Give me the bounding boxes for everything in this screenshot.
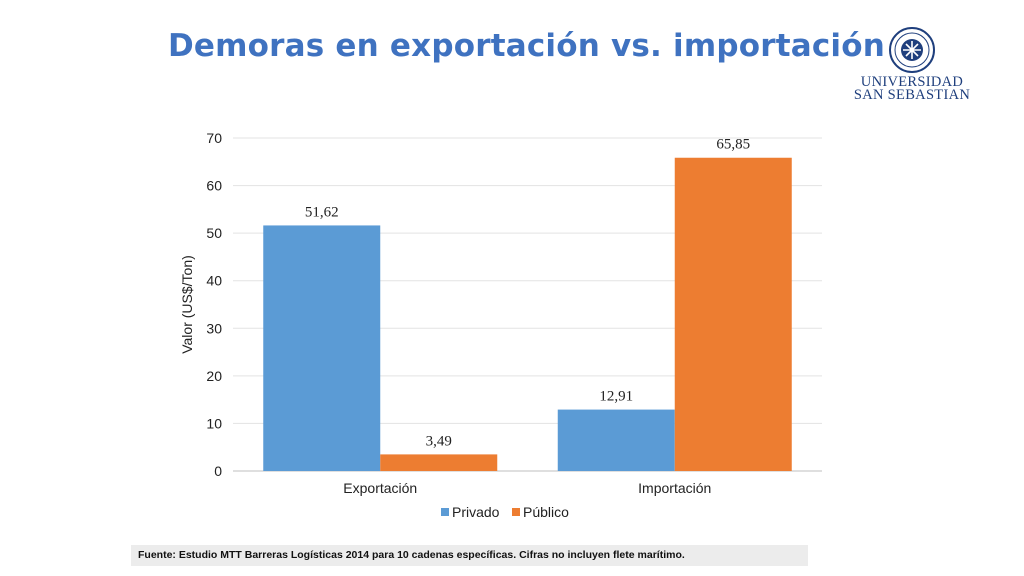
y-tick-label: 20 (206, 368, 222, 384)
y-axis-label: Valor (US$/Ton) (179, 255, 195, 354)
y-tick-label: 30 (206, 320, 222, 336)
x-tick-label: Importación (638, 480, 711, 496)
bar-público (674, 157, 792, 472)
bar-chart: 0 10 20 30 40 50 60 70 Valor (US$/Ton) 51,62 3,49 E… (179, 130, 822, 520)
y-tick-label: 40 (206, 273, 222, 289)
university-seal-icon (889, 27, 935, 73)
y-tick-label: 70 (206, 130, 222, 146)
legend-swatch (441, 508, 449, 516)
source-footer: Fuente: Estudio MTT Barreras Logísticas … (131, 545, 808, 566)
university-logo: UNIVERSIDAD SAN SEBASTIAN (852, 26, 972, 102)
y-tick-label: 10 (206, 415, 222, 431)
bar-privado (557, 409, 675, 471)
data-label: 3,49 (426, 433, 452, 449)
y-tick-label: 60 (206, 178, 222, 194)
x-tick-label: Exportación (343, 480, 417, 496)
logo-line-2: SAN SEBASTIAN (853, 87, 971, 103)
source-note: Fuente: Estudio MTT Barreras Logísticas … (138, 549, 685, 561)
data-label: 51,62 (305, 204, 339, 220)
y-tick-label: 50 (206, 225, 222, 241)
slide-title: Demoras en exportación vs. importación (168, 28, 886, 64)
legend-label: Privado (452, 504, 500, 520)
bar-público (380, 454, 498, 471)
data-label: 65,85 (716, 137, 750, 153)
data-label: 12,91 (599, 389, 633, 405)
y-tick-label: 0 (214, 463, 222, 479)
logo-line-1: UNIVERSIDAD (860, 74, 964, 90)
legend-swatch (512, 508, 520, 516)
bar-privado (263, 225, 381, 471)
legend-label: Público (523, 504, 569, 520)
